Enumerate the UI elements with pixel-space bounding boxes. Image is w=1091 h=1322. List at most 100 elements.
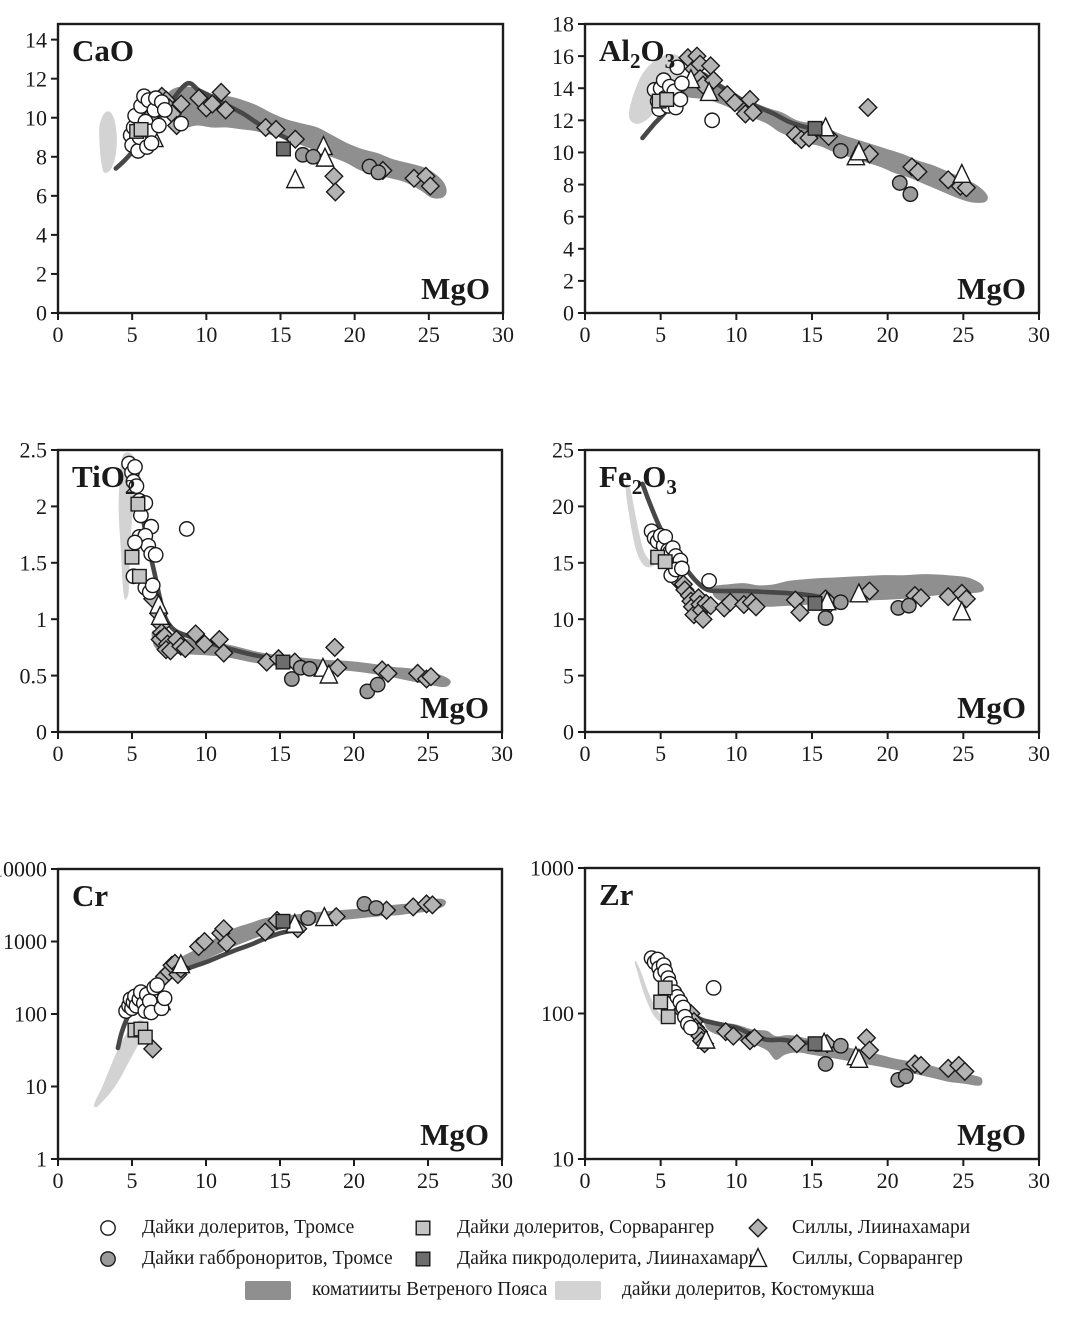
diamond-marker-icon [745, 1216, 771, 1240]
point-gabbronorite_tromso [283, 671, 300, 687]
x-tick-label: 0 [53, 1168, 64, 1193]
square-marker-icon [410, 1216, 436, 1240]
chart-al2o3: 0 5 10 15 20 25 30 0 2 4 6 8 10 12 14 16 18 Al2O3 MgO [545, 0, 1091, 360]
point-sills_liinahamari [326, 906, 347, 927]
x-tick-label: 25 [417, 1168, 439, 1193]
point-sills_liinahamari [194, 634, 215, 654]
point-dolerite_tromso [156, 990, 173, 1007]
y-tick-label: 10 [552, 1147, 574, 1172]
chart-fe2o3: 0 5 10 15 20 25 30 0 5 10 15 20 25 Fe2O3 MgO [545, 420, 1091, 800]
x-tick-label: 0 [53, 322, 64, 347]
point-dolerite_tromso [672, 91, 689, 108]
point-sills_liinahamari [858, 97, 878, 118]
point-gabbronorite_tromso [832, 594, 849, 611]
point-dolerite_tromso [127, 534, 143, 551]
point-dolerite_tromso [149, 977, 166, 994]
point-dolerite_tromso [150, 117, 167, 134]
x-tick-label: 15 [269, 1168, 291, 1193]
y-tick-label: 2 [563, 269, 574, 294]
y-tick-label: 8 [36, 144, 47, 169]
x-tick-label: 30 [1028, 322, 1050, 347]
y-tick-label: 10 [552, 607, 574, 632]
x-tick-label: 10 [195, 741, 217, 766]
legend-label: Дайки долеритов, Сорварангер [457, 1217, 715, 1238]
point-sills_liinahamari [266, 119, 286, 140]
point-gabbronorite_tromso [891, 175, 908, 191]
y-tick-label: 10 [25, 105, 47, 130]
point-picrodolerite_liinahamari [807, 120, 823, 136]
point-gabbronorite_tromso [305, 148, 322, 165]
point-sills_liinahamari [693, 609, 713, 629]
y-tick-label: 0.5 [20, 663, 48, 688]
point-dolerite_tromso [669, 59, 686, 76]
point-gabbronorite_tromso [817, 1056, 834, 1072]
x-tick-label: 5 [655, 1168, 666, 1193]
point-sills_sorvaranger [314, 906, 335, 927]
point-dolerite_tromso [704, 112, 721, 129]
y-tick-label: 1000 [3, 929, 47, 954]
point-dolerite_sorvaranger [657, 554, 673, 570]
point-sills_liinahamari [215, 100, 236, 120]
y-tick-label: 14 [552, 76, 574, 101]
legend-item-sills-liinahamari: Силлы, Лиинахамари [745, 1216, 970, 1240]
y-tick-label: 12 [25, 66, 47, 91]
y-tick-label: 2.5 [20, 438, 48, 463]
point-gabbronorite_tromso [817, 610, 834, 626]
point-dolerite_sorvaranger [659, 91, 675, 107]
field-kostomuksha [94, 1019, 146, 1108]
chart-canvas-al2o3: 0 5 10 15 20 25 30 0 2 4 6 8 10 12 14 16 18 Al2O3 MgO [552, 12, 1050, 347]
point-sills_liinahamari [790, 602, 810, 623]
point-dolerite_sorvaranger [653, 994, 669, 1010]
point-dolerite_tromso [147, 547, 164, 563]
point-dolerite_tromso [705, 979, 722, 996]
point-gabbronorite_tromso [300, 910, 317, 927]
legend-label: Силлы, Лиинахамари [792, 1217, 971, 1238]
x-axis-label: MgO [421, 271, 490, 306]
x-tick-label: 0 [53, 741, 64, 766]
y-tick-label: 8 [563, 172, 574, 197]
y-tick-label: 0 [563, 301, 574, 326]
legend-label: Дайки габброноритов, Тромсе [142, 1248, 393, 1269]
x-tick-label: 30 [491, 1168, 513, 1193]
point-dolerite_tromso [701, 572, 717, 589]
point-sills_liinahamari [743, 102, 763, 123]
y-tick-label: 25 [552, 438, 574, 463]
y-tick-label: 4 [36, 223, 47, 248]
point-sills_liinahamari [325, 182, 346, 202]
y-tick-label: 0 [36, 720, 47, 745]
point-gabbronorite_tromso [301, 660, 318, 677]
point-sills_sorvaranger [849, 140, 869, 161]
point-gabbronorite_tromso [832, 1037, 849, 1054]
x-tick-label: 10 [195, 1168, 217, 1193]
x-tick-label: 0 [580, 322, 591, 347]
x-tick-label: 20 [877, 1168, 899, 1193]
point-sills_liinahamari [720, 592, 741, 613]
x-axis-label: MgO [957, 690, 1026, 725]
point-gabbronorite_tromso [370, 164, 387, 181]
point-sills_liinahamari [911, 587, 931, 608]
y-tick-label: 100 [541, 1001, 574, 1026]
square-marker-icon [410, 1247, 436, 1271]
point-dolerite_tromso [673, 560, 690, 577]
point-dolerite_sorvaranger [124, 549, 140, 565]
point-dolerite_tromso [144, 577, 161, 594]
point-sills_sorvaranger [952, 162, 972, 184]
chart-canvas-cao: 0 5 10 15 20 25 30 0 2 4 6 8 10 12 14 CaO MgO [25, 22, 514, 347]
point-sills_liinahamari [422, 895, 443, 915]
x-tick-label: 5 [655, 322, 666, 347]
x-tick-label: 20 [877, 322, 899, 347]
x-tick-label: 5 [127, 741, 138, 766]
x-tick-label: 25 [417, 741, 439, 766]
field-swatch-komatiites [245, 1280, 291, 1300]
x-tick-label: 10 [725, 322, 747, 347]
point-sills_liinahamari [211, 82, 231, 103]
point-dolerite_tromso [173, 115, 190, 132]
point-sills_liinahamari [938, 169, 958, 190]
chart-tio2: 0 5 10 15 20 25 30 0 0.5 1 1.5 2 2.5 TiO2 MgO [0, 420, 545, 800]
legend-item-sills-sorvaranger: Силлы, Сорварангер [745, 1247, 963, 1271]
x-tick-label: 20 [343, 741, 365, 766]
point-sills_liinahamari [859, 1040, 880, 1060]
point-picrodolerite_liinahamari [275, 913, 291, 929]
point-sills_liinahamari [746, 597, 766, 617]
point-dolerite_tromso [127, 459, 143, 475]
